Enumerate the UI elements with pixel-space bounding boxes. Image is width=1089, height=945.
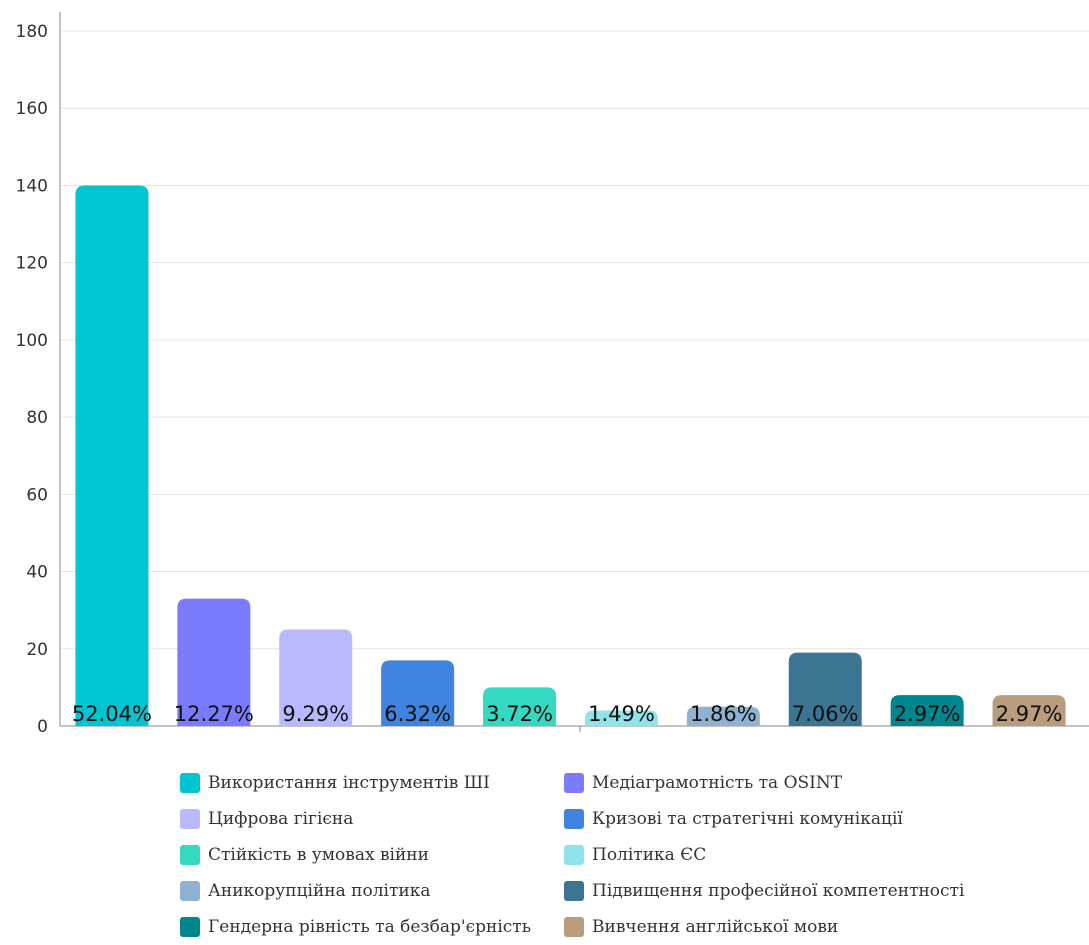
bar-data-label: 1.49% [588, 702, 655, 726]
bar-7[interactable] [686, 706, 760, 726]
legend-label: Медіаграмотність та OSINT [592, 773, 843, 793]
bars [75, 185, 1066, 726]
legend-label: Політика ЄС [592, 845, 707, 865]
y-tick-label: 100 [16, 331, 48, 351]
legend-swatch [564, 845, 584, 865]
y-tick-label: 60 [26, 485, 48, 505]
bar-2[interactable] [177, 598, 251, 726]
bar-9[interactable] [890, 695, 964, 726]
legend-swatch [180, 845, 200, 865]
legend-swatch [564, 809, 584, 829]
y-tick-label: 0 [37, 717, 48, 737]
legend-swatch [564, 773, 584, 793]
y-tick-label: 20 [26, 640, 48, 660]
chart-legend: Використання інструментів ШІ Медіаграмотн… [180, 768, 1004, 942]
legend-swatch [180, 881, 200, 901]
legend-label: Гендерна рівність та безбар'єрність [208, 917, 531, 937]
bar-data-label: 12.27% [174, 702, 254, 726]
y-tick-label: 180 [16, 22, 48, 42]
legend-label: Кризові та стратегічні комунікації [592, 809, 903, 829]
bar-data-label: 1.86% [690, 702, 757, 726]
legend-item[interactable]: Вивчення англійської мови [564, 912, 1004, 942]
legend-swatch [180, 773, 200, 793]
legend-label: Цифрова гігієна [208, 809, 354, 829]
bar-data-label: 3.72% [486, 702, 553, 726]
legend-swatch [564, 917, 584, 937]
y-axis: 0 20 40 60 80 100 120 140 160 180 [16, 12, 1089, 737]
legend-swatch [180, 809, 200, 829]
bar-data-label: 52.04% [72, 702, 152, 726]
bar-5[interactable] [483, 687, 557, 726]
bar-data-label: 2.97% [996, 702, 1063, 726]
bar-data-label: 6.32% [384, 702, 451, 726]
legend-item[interactable]: Кризові та стратегічні комунікації [564, 804, 1004, 834]
bar-8[interactable] [788, 652, 862, 726]
grid-lines [60, 30, 1089, 650]
legend-item[interactable]: Аникорупційна політика [180, 876, 564, 906]
y-tick-label: 140 [16, 176, 48, 196]
bar-data-label: 7.06% [792, 702, 859, 726]
legend-label: Вивчення англійської мови [592, 917, 839, 937]
bar-3[interactable] [279, 629, 353, 726]
legend-item[interactable]: Цифрова гігієна [180, 804, 564, 834]
bar-data-label: 2.97% [894, 702, 961, 726]
legend-item[interactable]: Підвищення професійної компетентності [564, 876, 1004, 906]
bar-chart: 0 20 40 60 80 100 120 140 160 180 52.04% 12.27% 9.2… [16, 12, 1089, 737]
legend-item[interactable]: Стійкість в умовах війни [180, 840, 564, 870]
legend-item[interactable]: Використання інструментів ШІ [180, 768, 564, 798]
legend-label: Аникорупційна політика [208, 881, 431, 901]
legend-swatch [180, 917, 200, 937]
legend-swatch [564, 881, 584, 901]
legend-item[interactable]: Гендерна рівність та безбар'єрність [180, 912, 564, 942]
bar-1[interactable] [75, 185, 149, 726]
legend-item[interactable]: Політика ЄС [564, 840, 1004, 870]
legend-label: Використання інструментів ШІ [208, 773, 490, 793]
legend-item[interactable]: Медіаграмотність та OSINT [564, 768, 1004, 798]
bar-data-label: 9.29% [282, 702, 349, 726]
bar-4[interactable] [381, 660, 455, 726]
data-labels: 52.04% 12.27% 9.29% 6.32% 3.72% 1.49% 1.86% 7.0… [72, 702, 1062, 726]
y-tick-label: 40 [26, 563, 48, 583]
y-tick-label: 80 [26, 408, 48, 428]
y-tick-label: 160 [16, 99, 48, 119]
legend-label: Підвищення професійної компетентності [592, 881, 965, 901]
bar-10[interactable] [992, 695, 1066, 726]
y-tick-label: 120 [16, 254, 48, 274]
legend-label: Стійкість в умовах війни [208, 845, 429, 865]
bar-6[interactable] [584, 710, 658, 726]
